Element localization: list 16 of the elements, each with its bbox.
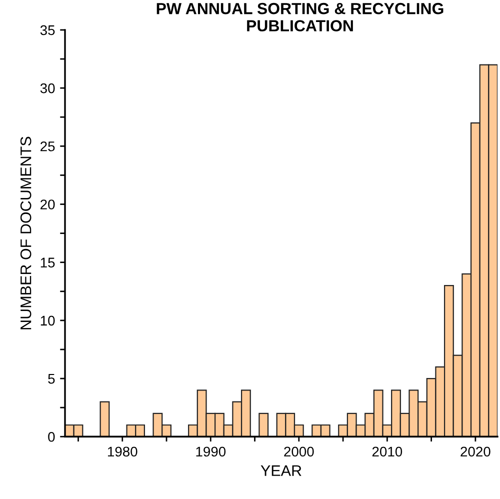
chart-title: PW ANNUAL SORTING & RECYCLING PUBLICATION — [156, 2, 444, 32]
y-axis-title: NUMBER OF DOCUMENTS — [20, 136, 32, 330]
y-tick-label: 35 — [40, 25, 55, 36]
y-tick-label: 10 — [40, 316, 55, 326]
x-tick-label: 2000 — [284, 446, 314, 457]
y-tick-label: 0 — [48, 432, 55, 442]
x-axis-title: YEAR — [260, 465, 302, 476]
y-tick-label: 5 — [48, 374, 55, 384]
y-tick-label: 30 — [40, 83, 55, 94]
y-tick-label: 15 — [40, 258, 55, 268]
x-tick-label: 2020 — [460, 446, 490, 457]
x-tick-label: 1980 — [108, 446, 138, 457]
x-tick-label: 2010 — [372, 446, 402, 457]
x-tick-label: 1990 — [196, 446, 226, 457]
y-tick-label: 25 — [40, 141, 55, 152]
y-tick-label: 20 — [40, 200, 55, 210]
